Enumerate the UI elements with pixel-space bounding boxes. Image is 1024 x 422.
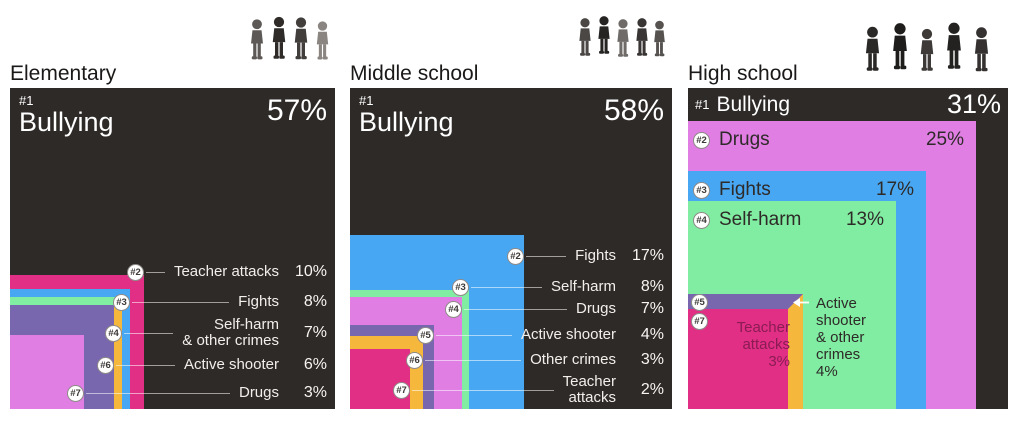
legend-row: Fights 8% <box>132 291 327 313</box>
rank1-percent: 58% <box>603 94 664 127</box>
rank-badge: #3 <box>452 278 469 296</box>
legend-percent: 6% <box>303 356 327 373</box>
legend-percent: 2% <box>640 381 664 398</box>
legend-label: Other crimes <box>530 350 616 368</box>
legend-row: Self-harm 8% <box>471 276 664 298</box>
rank1-percent: 31% <box>946 89 1001 119</box>
legend-percent: 8% <box>640 278 664 295</box>
legend-label: Fights <box>238 292 279 310</box>
leader-line <box>526 255 567 257</box>
legend-label: Drugs <box>238 383 279 401</box>
chart-board: #1 Bullying 57% #2 Teacher attacks 10% #3 Fi… <box>10 88 335 409</box>
chart-board: #1 Bullying 31% #2 Drugs 25% #3 Fights 17% #4 S… <box>688 88 1008 409</box>
leader-line <box>146 271 165 273</box>
legend-label: Active shooter <box>520 325 616 343</box>
rank-badge: #6 <box>97 356 114 374</box>
legend-row: Drugs 7% <box>464 298 664 320</box>
legend-row: Active shooter 4% <box>436 324 664 346</box>
tie-note: Active shooter & other crimes 4% <box>816 295 867 381</box>
rank-badge: #7 <box>393 381 410 399</box>
teacher-attacks-note: Teacher attacks 3% <box>736 319 790 371</box>
inside-legend-row: #3 Fights 17% <box>688 177 926 203</box>
leader-line <box>471 286 542 288</box>
leader-line <box>124 332 174 334</box>
legend-label: Fights <box>719 179 771 200</box>
panel-high-school: High school #1 Bullying 31% #2 Drugs 25% #3… <box>688 0 1008 422</box>
legend-percent: 4% <box>640 326 664 343</box>
rank-badge: #7 <box>67 384 84 402</box>
legend-percent: 8% <box>303 293 327 310</box>
panel-middle-school: Middle school #1 Bullying 58% #2 Fights 17… <box>350 0 672 422</box>
rank1-block: #1 Bullying 31% <box>688 88 1008 121</box>
legend-row: Other crimes 3% <box>425 349 664 371</box>
leader-line <box>436 334 512 336</box>
leader-line <box>412 389 554 391</box>
rank1-label: Bullying <box>359 107 454 138</box>
legend-percent: 7% <box>640 300 664 317</box>
rank-badge: #2 <box>507 247 524 265</box>
students-illustration <box>865 22 989 72</box>
panel-title: Elementary <box>10 62 117 85</box>
legend-label: Drugs <box>575 299 616 317</box>
panel-title: Middle school <box>350 62 479 85</box>
students-illustration <box>251 16 329 60</box>
rank1-number: #1 <box>695 97 710 112</box>
rank1-label: Bullying <box>716 92 791 116</box>
rank-badge: #3 <box>113 293 130 311</box>
pointer-arrow-icon <box>793 298 809 307</box>
rank-badge: #3 <box>693 181 710 199</box>
legend-label: Active shooter <box>183 355 279 373</box>
rank-badge: #4 <box>693 211 710 229</box>
rank1-percent: 57% <box>266 94 327 127</box>
legend-percent: 3% <box>640 351 664 368</box>
legend-label: Drugs <box>719 129 770 150</box>
rank1-block: #1 Bullying <box>359 93 454 138</box>
legend-label: Self-harm <box>550 277 616 295</box>
panel-title: High school <box>688 62 798 85</box>
rank-badge: #5 <box>691 294 708 311</box>
rank1-number: #1 <box>359 93 374 108</box>
legend-percent: 25% <box>925 129 964 150</box>
rank-badge: #4 <box>445 300 462 318</box>
legend-row: Fights 17% <box>526 245 664 267</box>
legend-percent: 7% <box>303 324 327 341</box>
rank1-number: #1 <box>19 93 34 108</box>
rank-badge: #6 <box>406 351 423 369</box>
rank1-block: #1 Bullying <box>19 93 114 138</box>
students-illustration <box>579 16 665 57</box>
leader-line <box>116 364 175 366</box>
rank1-label: Bullying <box>19 107 114 138</box>
inside-legend-row: #4 Self-harm 13% <box>688 207 896 233</box>
legend-label: Teacher attacks <box>173 262 279 280</box>
leader-line <box>86 392 230 394</box>
legend-row: Drugs 3% <box>86 382 327 404</box>
rank-badge: #2 <box>127 263 144 281</box>
legend-row: Teacher attacks 2% <box>412 373 664 407</box>
leader-line <box>464 308 567 310</box>
rank-badge: #7 <box>691 313 708 330</box>
legend-label: Teacher attacks <box>562 372 616 406</box>
legend-percent: 10% <box>294 263 327 280</box>
leader-line <box>425 359 522 361</box>
legend-percent: 17% <box>631 247 664 264</box>
rank-badge: #4 <box>105 324 122 342</box>
legend-percent: 13% <box>845 209 884 230</box>
legend-row: Active shooter 6% <box>116 354 327 376</box>
legend-label: Self-harm <box>719 209 802 230</box>
chart-board: #1 Bullying 58% #2 Fights 17% #3 Self-harm 8%… <box>350 88 672 409</box>
rank-badge: #5 <box>417 326 434 344</box>
legend-percent: 17% <box>875 179 914 200</box>
inside-legend-row: #2 Drugs 25% <box>688 127 976 153</box>
legend-label: Self-harm & other crimes <box>182 315 279 349</box>
legend-label: Fights <box>575 246 616 264</box>
rank-badge: #2 <box>693 131 710 149</box>
leader-line <box>132 301 230 303</box>
legend-percent: 3% <box>303 384 327 401</box>
square-teacher_attacks <box>350 349 410 409</box>
legend-row: Self-harm & other crimes 7% <box>124 316 327 350</box>
panel-elementary: Elementary #1 Bullying 57% #2 Teacher att… <box>10 0 335 422</box>
legend-row: Teacher attacks 10% <box>146 261 327 283</box>
